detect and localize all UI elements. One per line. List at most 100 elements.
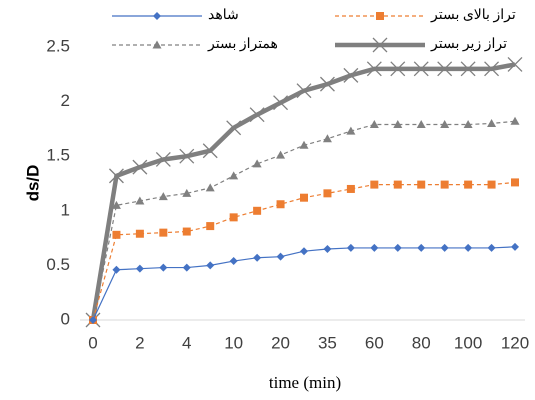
marker [413, 61, 429, 77]
marker [440, 180, 449, 189]
marker [159, 228, 168, 237]
series [89, 242, 519, 324]
marker [300, 247, 308, 256]
legend-label: شاهد [208, 8, 239, 23]
marker [393, 243, 402, 252]
marker [252, 159, 262, 168]
marker [132, 159, 148, 175]
marker [229, 171, 239, 180]
line [90, 62, 516, 321]
marker [182, 263, 191, 272]
marker [507, 57, 523, 72]
marker [464, 180, 473, 189]
y-tick-label: 0.5 [46, 255, 70, 274]
x-tick-label: 10 [224, 333, 243, 352]
marker [135, 229, 144, 238]
marker [276, 200, 285, 209]
marker [249, 107, 265, 123]
marker [370, 243, 379, 252]
marker [206, 222, 215, 231]
marker [460, 61, 476, 77]
legend-marker [152, 40, 162, 49]
legend-label: همتراز بستر [207, 37, 278, 52]
marker [484, 61, 500, 77]
marker [487, 118, 497, 127]
marker [369, 120, 379, 129]
marker [322, 134, 332, 143]
marker [202, 143, 218, 159]
legend-marker [376, 12, 384, 20]
marker [182, 227, 191, 236]
line [92, 120, 516, 321]
x-tick-label: 100 [454, 333, 482, 352]
x-tick-label: 60 [365, 333, 384, 352]
marker [487, 180, 496, 189]
marker [296, 83, 312, 99]
marker [89, 316, 97, 324]
marker [346, 184, 355, 193]
marker [319, 76, 335, 92]
legend-marker [153, 12, 161, 20]
marker [393, 180, 402, 189]
marker [159, 263, 168, 272]
marker [393, 120, 403, 129]
marker [253, 206, 262, 215]
marker [108, 168, 124, 184]
x-tick-label: 35 [318, 333, 337, 352]
y-tick-label: 0 [61, 309, 70, 328]
marker [416, 120, 426, 129]
x-tick-label: 0 [88, 333, 97, 352]
marker [135, 196, 145, 205]
x-axis-title: time (min) [269, 373, 341, 392]
y-axis-title: ds/D [23, 165, 42, 202]
marker [226, 120, 242, 136]
marker [206, 261, 215, 270]
x-tick-label: 2 [135, 333, 144, 352]
marker [437, 61, 453, 77]
marker [135, 264, 144, 273]
marker [253, 253, 262, 262]
marker [511, 178, 519, 187]
marker [346, 126, 356, 135]
series [85, 57, 523, 328]
marker [440, 120, 450, 129]
x-tick-label: 4 [182, 333, 191, 352]
marker [346, 243, 355, 252]
marker [417, 180, 426, 189]
marker [366, 61, 382, 77]
y-tick-label: 2 [61, 91, 70, 110]
marker [343, 67, 359, 83]
marker [112, 265, 121, 274]
marker [300, 193, 308, 202]
y-tick-label: 2.5 [46, 36, 70, 55]
marker [299, 140, 309, 149]
marker [112, 230, 121, 239]
marker [463, 120, 473, 129]
marker [179, 148, 195, 164]
marker [111, 200, 121, 209]
x-tick-label: 80 [412, 333, 431, 352]
marker [229, 213, 238, 222]
marker [370, 180, 379, 189]
marker [158, 192, 168, 201]
legend-label: تراز بالای بستر [430, 8, 516, 23]
marker [390, 61, 406, 77]
marker [155, 152, 171, 167]
marker [276, 252, 285, 261]
marker [417, 243, 426, 252]
x-tick-label: 120 [501, 333, 529, 352]
marker [276, 150, 286, 159]
marker [510, 116, 520, 125]
marker [323, 189, 332, 198]
marker [464, 243, 473, 252]
marker [440, 243, 449, 252]
marker [182, 188, 192, 197]
legend-label: تراز زیر بستر [430, 37, 507, 52]
legend-marker [372, 37, 388, 53]
marker [487, 243, 496, 252]
y-tick-label: 1 [61, 200, 70, 219]
marker [205, 183, 215, 192]
x-tick-label: 20 [271, 333, 290, 352]
marker [273, 95, 289, 111]
